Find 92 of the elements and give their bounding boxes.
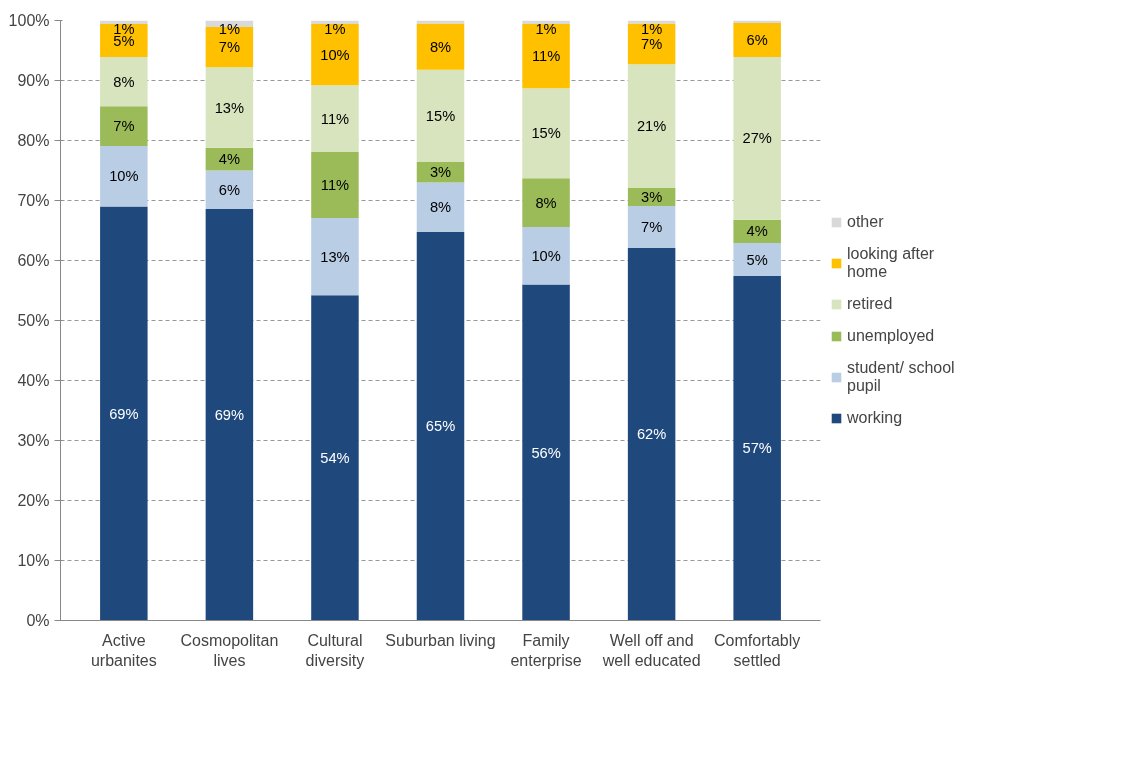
- data-label: 10%: [320, 46, 350, 63]
- bar: [733, 57, 781, 220]
- data-label: 21%: [636, 118, 667, 135]
- y-tick-label: 70%: [17, 192, 50, 209]
- bar: [205, 170, 254, 209]
- data-label: 69%: [109, 405, 139, 422]
- x-tick-label: Comfortably settled: [714, 631, 801, 669]
- bar: [733, 22, 781, 58]
- data-label: 57%: [742, 440, 772, 457]
- y-tick-label: 30%: [17, 432, 50, 449]
- y-tick-label: 0%: [26, 612, 50, 629]
- data-label: 7%: [218, 39, 240, 56]
- bar: [311, 217, 359, 296]
- data-label: 3%: [429, 164, 452, 181]
- bar: [205, 208, 254, 621]
- x-tick-label: Active urbanites: [90, 631, 157, 669]
- bar: [205, 67, 254, 148]
- legend-label: unemployed: [847, 327, 935, 345]
- data-label: 7%: [641, 35, 663, 52]
- bar: [100, 145, 148, 207]
- bar: [522, 24, 570, 89]
- y-tick-label: 10%: [17, 552, 50, 569]
- bar: [522, 178, 570, 227]
- data-label: 7%: [641, 218, 663, 235]
- bar: [522, 284, 570, 621]
- x-tick-label: Cultural diversity: [305, 631, 365, 669]
- bar: [311, 24, 359, 86]
- bar: [522, 88, 570, 179]
- y-tick-label: 50%: [17, 312, 50, 329]
- bar: [416, 231, 465, 621]
- data-label: 15%: [531, 125, 561, 142]
- data-label: 4%: [218, 151, 240, 168]
- data-label: 27%: [742, 130, 772, 147]
- data-label: 11%: [320, 176, 350, 193]
- data-label: 1%: [535, 20, 557, 37]
- data-label: 11%: [320, 110, 350, 127]
- x-tick-label: Well off and well educated: [601, 631, 701, 669]
- data-label: 10%: [531, 247, 561, 264]
- x-tick-label: Cosmopolitan lives: [180, 631, 279, 669]
- data-label: 69%: [214, 406, 245, 423]
- data-label: 8%: [429, 38, 452, 55]
- data-label: 6%: [746, 32, 768, 48]
- data-label: 62%: [636, 426, 667, 443]
- data-label: 10%: [109, 168, 139, 185]
- data-label: 15%: [425, 107, 456, 124]
- data-label: 4%: [746, 223, 768, 240]
- bar: [627, 20, 676, 24]
- bar: [311, 151, 359, 218]
- bar: [416, 20, 465, 24]
- y-tick-label: 100%: [8, 12, 50, 29]
- bar: [100, 57, 148, 107]
- y-tick-label: 90%: [17, 72, 50, 89]
- data-label: 8%: [429, 199, 452, 216]
- data-label: 13%: [214, 99, 245, 116]
- bar: [627, 247, 676, 621]
- x-tick-label: Family enterprise: [510, 631, 582, 669]
- y-tick-label: 80%: [17, 132, 50, 149]
- legend-label: looking after home: [847, 245, 935, 281]
- x-tick-label: Suburban living: [385, 631, 496, 649]
- y-tick-label: 20%: [17, 492, 50, 509]
- data-label: 1%: [113, 20, 135, 37]
- data-label: 1%: [324, 20, 346, 37]
- legend-label: retired: [847, 295, 893, 313]
- bar: [416, 69, 465, 163]
- bar: [100, 206, 148, 621]
- bar: [627, 64, 676, 188]
- data-label: 13%: [320, 248, 350, 265]
- legend-label: student/ school pupil: [847, 359, 955, 395]
- data-label: 1%: [641, 20, 663, 37]
- data-label: 5%: [746, 251, 768, 268]
- bar: [416, 23, 465, 70]
- data-label: 8%: [535, 194, 557, 211]
- bar: [733, 243, 781, 277]
- legend-label: other: [847, 213, 884, 231]
- data-label: 8%: [113, 73, 135, 90]
- data-label: 11%: [531, 48, 561, 65]
- bar: [522, 226, 570, 285]
- bar: [311, 295, 359, 621]
- data-label: 3%: [641, 188, 663, 205]
- data-label: 6%: [218, 181, 240, 198]
- bar: [311, 85, 359, 152]
- legend-label: working: [847, 409, 903, 427]
- data-label: 7%: [113, 118, 135, 135]
- bar: [627, 205, 676, 248]
- data-label: 65%: [425, 418, 456, 435]
- bar: [100, 106, 148, 146]
- bar: [733, 276, 781, 621]
- data-label: 54%: [320, 449, 350, 466]
- bar: [416, 182, 465, 232]
- y-tick-label: 40%: [17, 372, 50, 389]
- data-label: 56%: [531, 444, 561, 461]
- y-tick-label: 60%: [17, 252, 50, 269]
